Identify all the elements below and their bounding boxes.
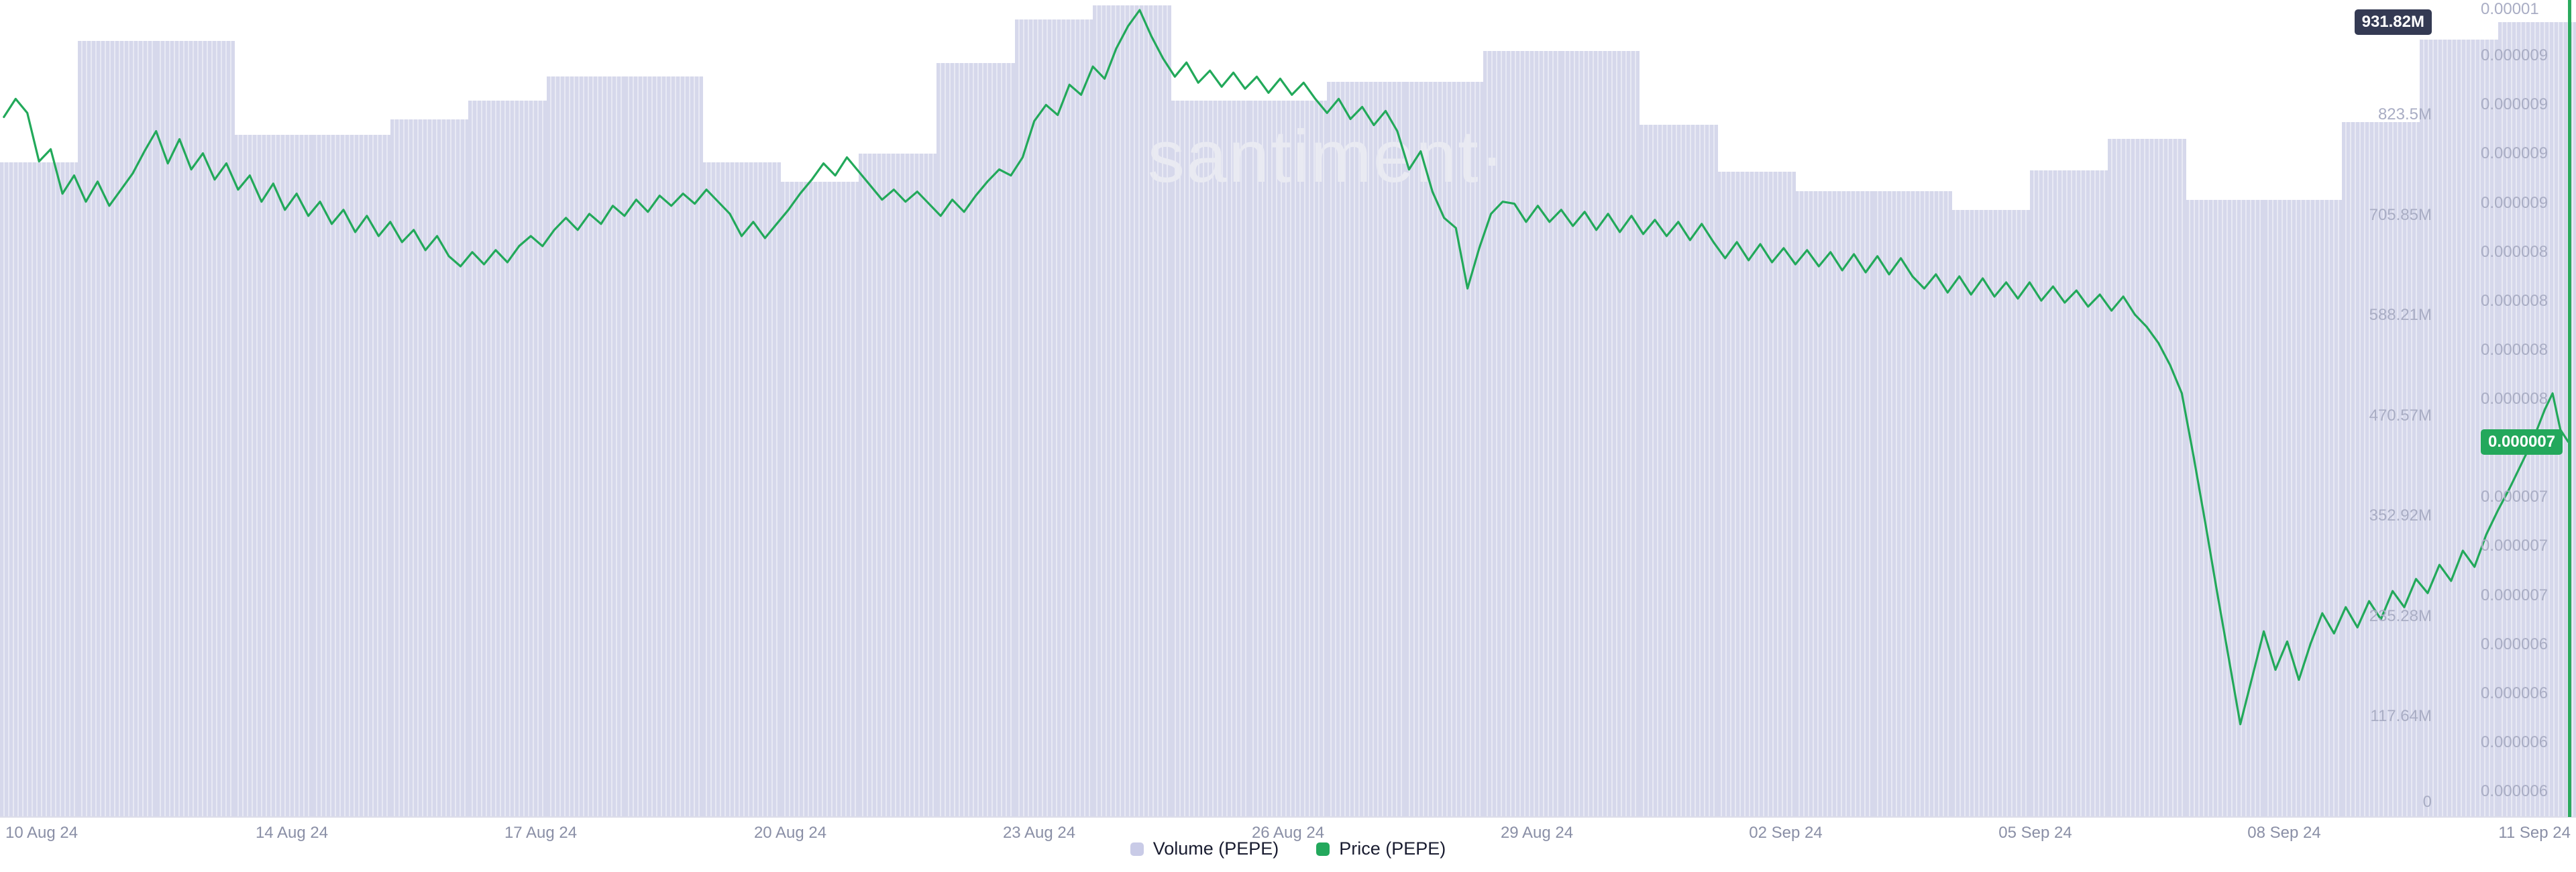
- date-axis-tick: 08 Sep 24: [2247, 824, 2321, 842]
- price-axis-tick: 0.000008: [2481, 390, 2548, 408]
- price-axis-tick: 0.000009: [2481, 144, 2548, 162]
- volume-bar: [1483, 51, 1562, 817]
- volume-axis-tick: 117.64M: [2370, 707, 2432, 725]
- price-axis-tick: 0.000006: [2481, 733, 2548, 751]
- volume-bar: [2107, 139, 2186, 817]
- volume-bar: [468, 101, 547, 817]
- volume-bar: [780, 181, 859, 817]
- volume-bar: [1014, 19, 1093, 817]
- date-axis-tick: 26 Aug 24: [1251, 824, 1325, 842]
- volume-bar: [2498, 22, 2576, 817]
- date-axis-tick: 20 Aug 24: [753, 824, 827, 842]
- volume-bar: [1795, 190, 1874, 817]
- date-axis-tick: 23 Aug 24: [1002, 824, 1076, 842]
- price-axis-tick: 0.000008: [2481, 243, 2548, 261]
- volume-bar: [546, 76, 625, 817]
- price-axis-tick: 0.000008: [2481, 292, 2548, 310]
- volume-bar: [1561, 51, 1640, 817]
- date-axis-tick: 29 Aug 24: [1500, 824, 1574, 842]
- price-axis-tick: 0.000009: [2481, 95, 2548, 113]
- volume-bar: [0, 162, 78, 817]
- date-axis-tick: 17 Aug 24: [504, 824, 578, 842]
- volume-bar: [2263, 199, 2343, 817]
- volume-bar: [2029, 170, 2108, 817]
- volume-bar: [2420, 39, 2499, 817]
- volume-swatch-icon: [1130, 842, 1144, 856]
- volume-bar: [1248, 101, 1328, 817]
- price-line: [3, 9, 2569, 726]
- chart-legend: Volume (PEPE) Price (PEPE): [0, 838, 2576, 859]
- volume-bar: [234, 134, 313, 817]
- volume-bar: [390, 119, 469, 817]
- price-axis-tick: 0.000007: [2481, 488, 2548, 506]
- volume-bar: [312, 134, 391, 817]
- price-axis-tick: 0.00001: [2481, 0, 2539, 18]
- volume-bar: [702, 162, 782, 817]
- volume-bar: [1171, 101, 1250, 817]
- price-last-value-badge: 0.000007: [2481, 429, 2563, 455]
- date-axis-tick: 10 Aug 24: [5, 824, 78, 842]
- volume-axis-tick: 588.21M: [2369, 306, 2432, 324]
- volume-bar: [1873, 190, 1952, 817]
- price-axis-tick: 0.000009: [2481, 46, 2548, 64]
- price-axis-strip: [2568, 0, 2571, 817]
- legend-item-volume[interactable]: Volume (PEPE): [1130, 838, 1279, 859]
- volume-bar: [1951, 209, 2031, 817]
- volume-bar: [859, 153, 937, 817]
- price-axis-tick: 0.000006: [2481, 684, 2548, 702]
- date-axis-tick: 14 Aug 24: [255, 824, 329, 842]
- volume-axis-tick: 470.57M: [2369, 406, 2432, 425]
- date-axis-tick: 02 Sep 24: [1749, 824, 1823, 842]
- volume-bar: [78, 41, 157, 817]
- price-axis-tick: 0.000006: [2481, 782, 2548, 800]
- volume-bar: [1327, 82, 1406, 817]
- date-axis-tick: 11 Sep 24: [2498, 824, 2571, 842]
- volume-last-value-badge: 931.82M: [2354, 9, 2432, 35]
- price-axis-tick: 0.000009: [2481, 194, 2548, 212]
- legend-volume-label: Volume (PEPE): [1152, 838, 1279, 859]
- chart-plot-area[interactable]: santiment·: [0, 0, 2576, 817]
- volume-bar: [1405, 82, 1484, 817]
- volume-bar: [1717, 171, 1796, 817]
- volume-axis-tick: 0: [2422, 793, 2432, 811]
- price-swatch-icon: [1316, 842, 1330, 856]
- price-axis-tick: 0.000007: [2481, 586, 2548, 604]
- price-axis-tick: 0.000007: [2481, 537, 2548, 555]
- volume-bar: [2341, 121, 2420, 817]
- x-axis-line: [0, 816, 2576, 818]
- volume-axis-tick: 705.85M: [2369, 206, 2432, 224]
- price-axis-tick: 0.000008: [2481, 341, 2548, 359]
- volume-bar: [1639, 124, 1718, 817]
- legend-price-label: Price (PEPE): [1339, 838, 1446, 859]
- volume-bar: [2186, 199, 2265, 817]
- volume-axis-tick: 352.92M: [2369, 506, 2432, 525]
- volume-bar: [1093, 5, 1172, 817]
- price-axis-tick: 0.000006: [2481, 635, 2548, 653]
- volume-axis-tick: 235.28M: [2369, 607, 2432, 625]
- legend-item-price[interactable]: Price (PEPE): [1316, 838, 1446, 859]
- volume-bar: [936, 63, 1016, 817]
- date-axis-tick: 05 Sep 24: [1998, 824, 2072, 842]
- volume-axis-tick: 823.5M: [2377, 105, 2432, 123]
